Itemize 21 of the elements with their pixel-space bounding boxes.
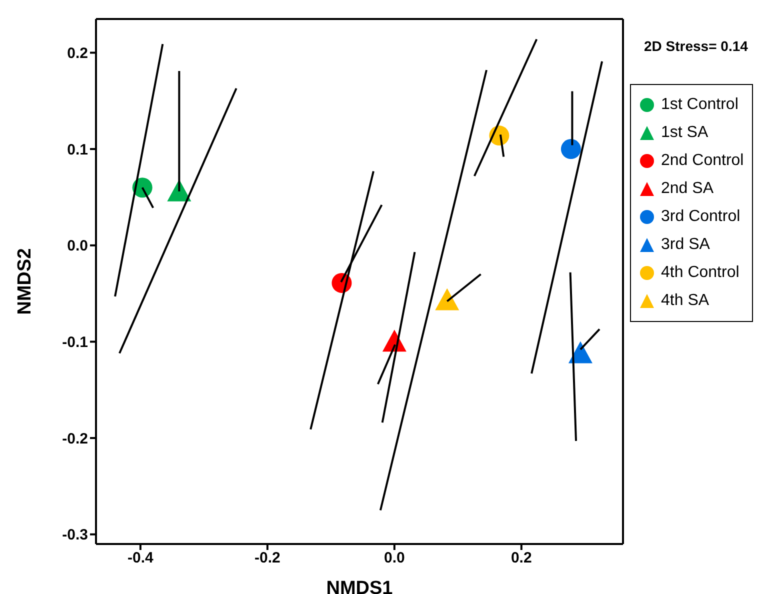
x-tick-label: 0.2 [510,550,532,567]
x-axis-title: NMDS1 [326,578,394,594]
y-tick-label: 0.0 [67,238,88,255]
legend-label: 4th SA [661,292,710,310]
y-tick-label: -0.3 [62,526,88,544]
y-tick-label: 0.1 [67,141,88,158]
legend-label: 2nd SA [661,180,714,198]
legend-label: 3rd SA [661,236,710,254]
legend-label: 2nd Control [661,152,744,170]
y-axis-title: NMDS2 [14,248,36,315]
legend-label: 1st SA [661,124,708,142]
y-tick-label: -0.1 [62,334,88,352]
y-tick-label: 0.2 [67,45,88,62]
y-tick-label: -0.2 [62,430,88,448]
legend-label: 3rd Control [661,208,740,226]
x-tick-label: -0.4 [128,550,154,567]
legend-label: 1st Control [661,96,738,114]
x-tick-label: -0.2 [254,550,280,567]
text: 2D Stress= 0.14 [644,38,748,54]
x-tick-label: 0.0 [384,550,405,567]
legend-label: 4th Control [661,264,740,282]
